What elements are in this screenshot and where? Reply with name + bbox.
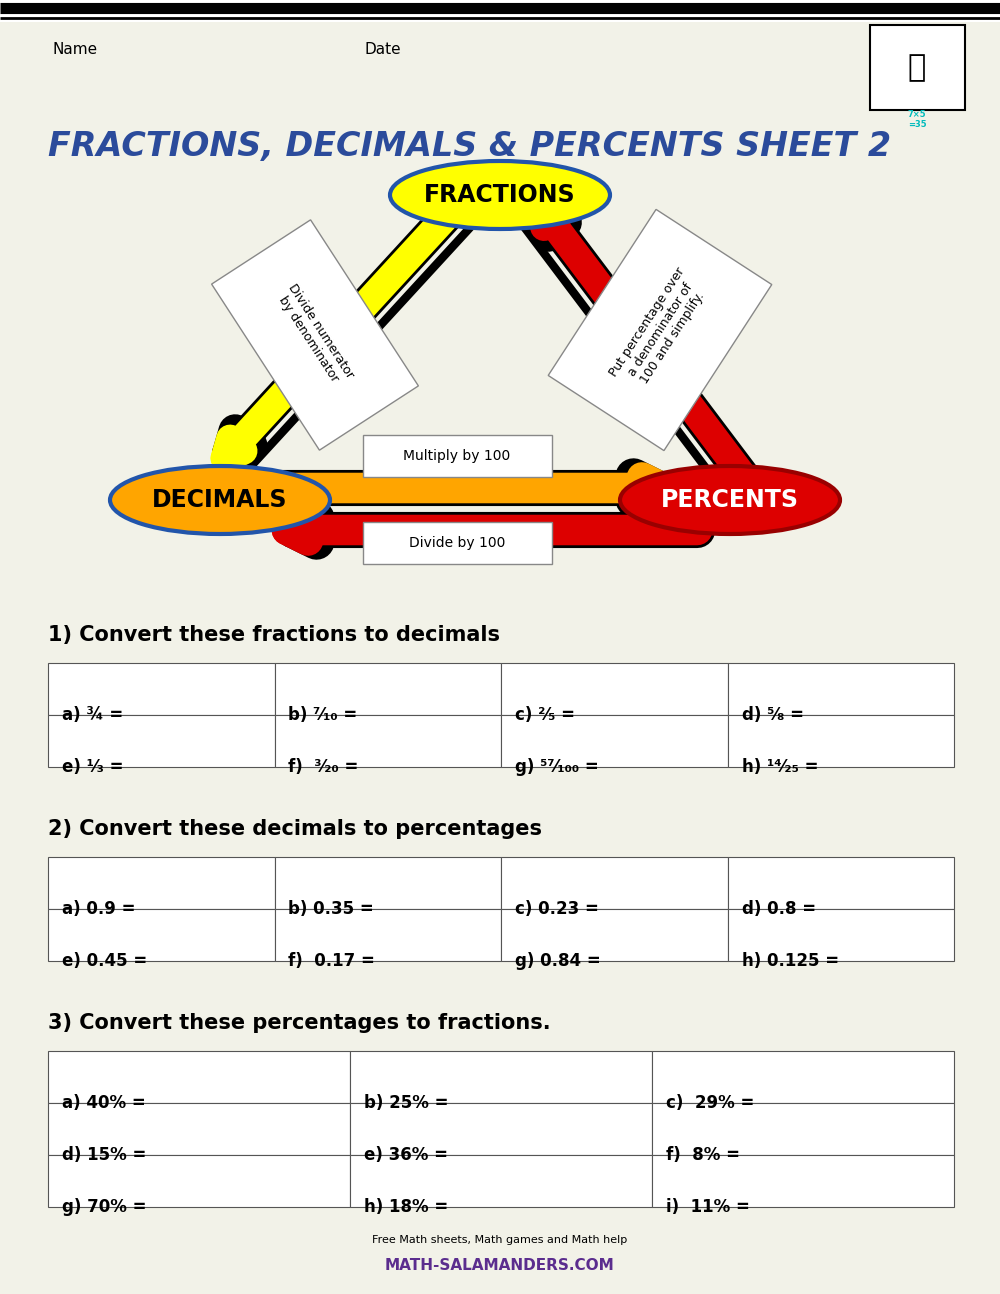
Text: b) 0.35 =: b) 0.35 = bbox=[288, 901, 374, 917]
Text: DECIMALS: DECIMALS bbox=[152, 488, 288, 512]
Text: 7×5
=35: 7×5 =35 bbox=[908, 110, 926, 129]
Text: 2) Convert these decimals to percentages: 2) Convert these decimals to percentages bbox=[48, 819, 542, 839]
Text: Divide numerator
by denominator: Divide numerator by denominator bbox=[273, 281, 357, 388]
Text: Put percentage over
a denominator of
100 and simplify.: Put percentage over a denominator of 100… bbox=[607, 265, 713, 395]
Text: e) 36% =: e) 36% = bbox=[364, 1146, 448, 1165]
Bar bbox=[48, 908, 274, 961]
Bar bbox=[274, 857, 501, 908]
Text: e) 0.45 =: e) 0.45 = bbox=[62, 952, 147, 970]
Bar bbox=[652, 1051, 954, 1102]
Bar bbox=[501, 663, 728, 716]
Text: h) ¹⁴⁄₂₅ =: h) ¹⁴⁄₂₅ = bbox=[742, 758, 818, 776]
Text: 1) Convert these fractions to decimals: 1) Convert these fractions to decimals bbox=[48, 625, 500, 644]
Bar bbox=[652, 1102, 954, 1156]
Bar bbox=[728, 857, 954, 908]
Bar bbox=[48, 663, 274, 716]
FancyBboxPatch shape bbox=[548, 210, 772, 450]
Text: d) 15% =: d) 15% = bbox=[62, 1146, 146, 1165]
Text: Date: Date bbox=[365, 41, 402, 57]
Bar bbox=[501, 716, 728, 767]
Text: c) 0.23 =: c) 0.23 = bbox=[515, 901, 599, 917]
Bar bbox=[350, 1051, 652, 1102]
Bar bbox=[501, 908, 728, 961]
Text: d) 0.8 =: d) 0.8 = bbox=[742, 901, 816, 917]
Text: PERCENTS: PERCENTS bbox=[661, 488, 799, 512]
Bar bbox=[48, 1051, 350, 1102]
Text: f)  8% =: f) 8% = bbox=[666, 1146, 740, 1165]
FancyBboxPatch shape bbox=[870, 25, 965, 110]
Text: Divide by 100: Divide by 100 bbox=[409, 536, 505, 550]
FancyBboxPatch shape bbox=[363, 521, 552, 564]
Text: g) ⁵⁷⁄₁₀₀ =: g) ⁵⁷⁄₁₀₀ = bbox=[515, 758, 599, 776]
Bar bbox=[48, 716, 274, 767]
Text: c) ²⁄₅ =: c) ²⁄₅ = bbox=[515, 707, 575, 725]
Bar bbox=[350, 1156, 652, 1207]
Bar bbox=[501, 857, 728, 908]
Text: c)  29% =: c) 29% = bbox=[666, 1093, 754, 1112]
Bar bbox=[274, 716, 501, 767]
Bar bbox=[728, 908, 954, 961]
Text: 3) Convert these percentages to fractions.: 3) Convert these percentages to fraction… bbox=[48, 1013, 551, 1033]
Bar bbox=[350, 1102, 652, 1156]
Bar bbox=[728, 663, 954, 716]
Text: Free Math sheets, Math games and Math help: Free Math sheets, Math games and Math he… bbox=[372, 1234, 628, 1245]
Text: g) 70% =: g) 70% = bbox=[62, 1198, 146, 1216]
Text: f)  ³⁄₂₀ =: f) ³⁄₂₀ = bbox=[288, 758, 359, 776]
Bar bbox=[728, 716, 954, 767]
Text: a) ¾ =: a) ¾ = bbox=[62, 707, 123, 725]
Text: d) ⁵⁄₈ =: d) ⁵⁄₈ = bbox=[742, 707, 804, 725]
Text: i)  11% =: i) 11% = bbox=[666, 1198, 750, 1216]
FancyBboxPatch shape bbox=[212, 220, 418, 450]
Bar bbox=[274, 663, 501, 716]
Ellipse shape bbox=[620, 466, 840, 534]
FancyBboxPatch shape bbox=[363, 435, 552, 477]
Bar bbox=[48, 1156, 350, 1207]
Text: FRACTIONS, DECIMALS & PERCENTS SHEET 2: FRACTIONS, DECIMALS & PERCENTS SHEET 2 bbox=[48, 129, 891, 163]
Text: 🐆: 🐆 bbox=[908, 53, 926, 83]
Text: a) 40% =: a) 40% = bbox=[62, 1093, 146, 1112]
Text: f)  0.17 =: f) 0.17 = bbox=[288, 952, 375, 970]
Text: e) ¹⁄₃ =: e) ¹⁄₃ = bbox=[62, 758, 124, 776]
Bar bbox=[48, 1102, 350, 1156]
Bar bbox=[652, 1156, 954, 1207]
Bar bbox=[48, 857, 274, 908]
Text: b) 25% =: b) 25% = bbox=[364, 1093, 448, 1112]
Text: a) 0.9 =: a) 0.9 = bbox=[62, 901, 136, 917]
Text: h) 18% =: h) 18% = bbox=[364, 1198, 448, 1216]
Text: FRACTIONS: FRACTIONS bbox=[424, 182, 576, 207]
Bar bbox=[274, 908, 501, 961]
Ellipse shape bbox=[110, 466, 330, 534]
Text: h) 0.125 =: h) 0.125 = bbox=[742, 952, 839, 970]
Text: MATH-SALAMANDERS.COM: MATH-SALAMANDERS.COM bbox=[385, 1258, 615, 1272]
Text: Multiply by 100: Multiply by 100 bbox=[403, 449, 511, 463]
Text: b) ⁷⁄₁₀ =: b) ⁷⁄₁₀ = bbox=[288, 707, 358, 725]
Ellipse shape bbox=[390, 160, 610, 229]
Text: Name: Name bbox=[52, 41, 97, 57]
Text: g) 0.84 =: g) 0.84 = bbox=[515, 952, 601, 970]
